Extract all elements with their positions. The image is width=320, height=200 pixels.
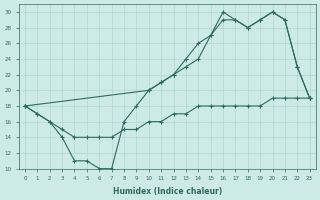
X-axis label: Humidex (Indice chaleur): Humidex (Indice chaleur) <box>113 187 222 196</box>
